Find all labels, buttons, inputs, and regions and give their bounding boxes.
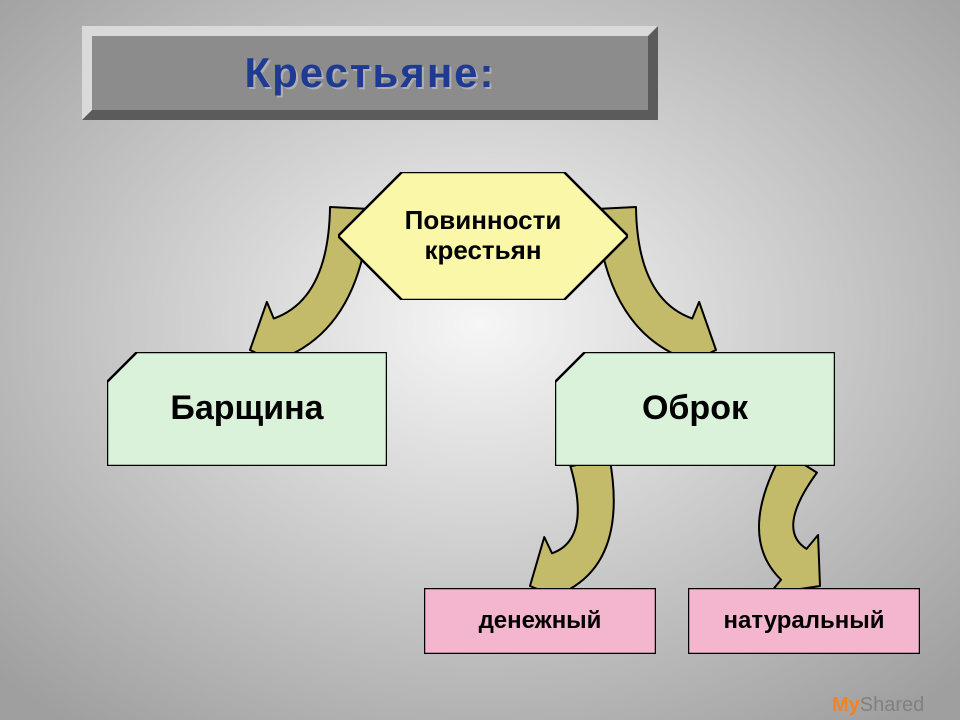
node-root: Повинностикрестьян [338, 172, 628, 300]
node-leaf-left: денежный [424, 588, 656, 654]
node-right: Оброк [555, 352, 835, 466]
node-left: Барщина [107, 352, 387, 466]
node-right-label: Оброк [642, 389, 748, 428]
node-left-label: Барщина [170, 389, 323, 428]
watermark: MyShared [832, 694, 924, 717]
node-root-label: Повинностикрестьян [405, 206, 562, 266]
slide: Крестьяне: Повинностикрестьян Барщина Об… [0, 0, 960, 720]
node-leaf-left-label: денежный [479, 607, 602, 635]
watermark-prefix: My [832, 694, 860, 716]
node-leaf-right-label: натуральный [724, 607, 885, 635]
node-leaf-right: натуральный [688, 588, 920, 654]
watermark-suffix: Shared [860, 694, 925, 716]
